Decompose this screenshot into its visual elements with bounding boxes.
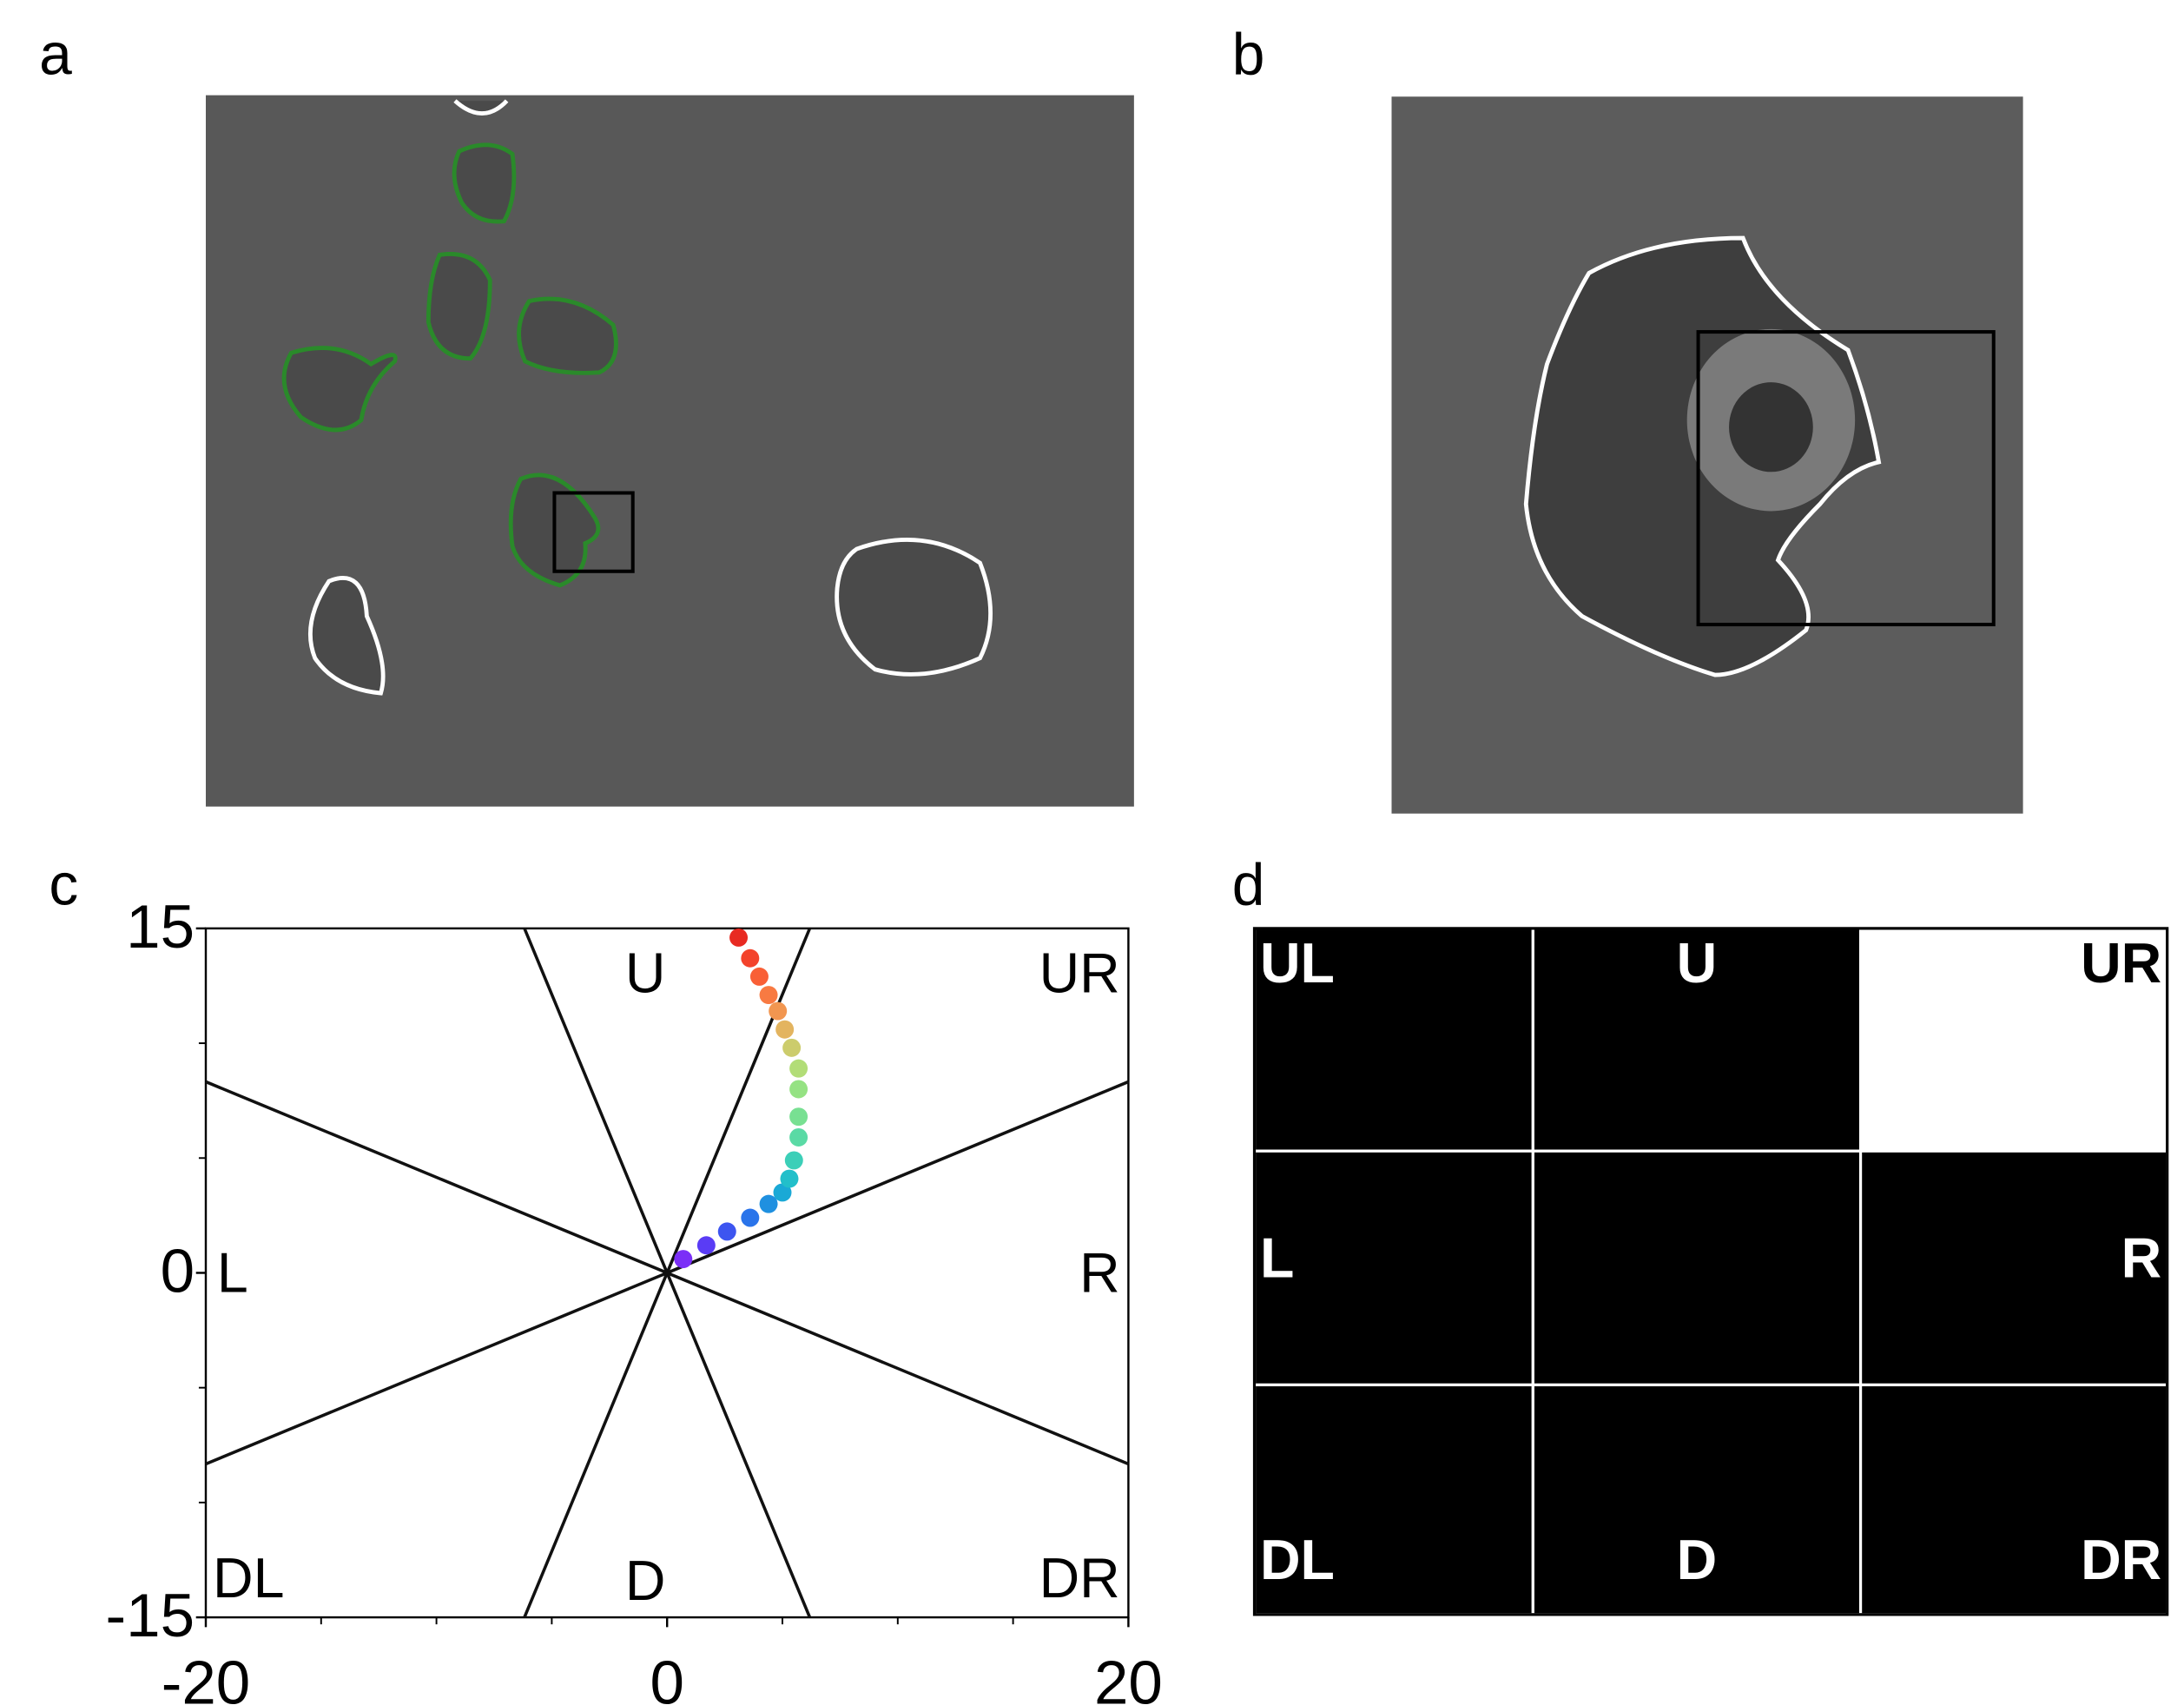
x-tick-label: 20: [1094, 1649, 1163, 1705]
y-tick-label: 15: [126, 893, 195, 962]
figure: -20 0 20 -15 0 15 U UR R DR D DL L UL U UR L R DL D DR a b c d: [0, 0, 2184, 1705]
direction-label: U: [1677, 932, 1718, 995]
point: [789, 1080, 808, 1098]
point: [718, 1222, 736, 1240]
point: [789, 1128, 808, 1147]
point: [750, 968, 769, 986]
x-tick-label: -20: [162, 1649, 251, 1705]
point: [789, 1060, 808, 1078]
direction-label: L: [1260, 1226, 1294, 1289]
grid-cell: [1533, 1151, 1860, 1384]
region-label: D: [625, 1550, 666, 1612]
direction-label: DL: [1260, 1529, 1335, 1591]
direction-label: DR: [2081, 1529, 2161, 1591]
direction-label: D: [1677, 1529, 1718, 1591]
point: [741, 949, 759, 968]
y-tick-label: -15: [106, 1582, 195, 1650]
point: [741, 1209, 759, 1227]
panel-label: b: [1232, 23, 1265, 88]
point: [780, 1170, 798, 1188]
chart-c: -20 0 20 -15 0 15 U UR R DR D DL L: [106, 893, 1163, 1705]
region-label: U: [625, 942, 666, 1004]
panel-label: a: [39, 23, 72, 88]
point: [782, 1039, 801, 1057]
micrograph-a: [206, 96, 1134, 807]
y-tick-label: 0: [161, 1237, 195, 1305]
point: [729, 928, 748, 947]
grid-cell: [1255, 1151, 1534, 1384]
region-label: L: [217, 1241, 248, 1304]
panel-label: c: [49, 853, 78, 918]
point: [697, 1236, 716, 1254]
x-tick-label: 0: [650, 1649, 683, 1705]
panel-label: d: [1232, 853, 1265, 918]
region-label: R: [1079, 1241, 1120, 1304]
direction-grid: UL U UR L R DL D DR: [1255, 928, 2168, 1615]
point: [785, 1151, 803, 1169]
micrograph-b: [1392, 96, 2023, 813]
direction-label: UL: [1260, 932, 1335, 995]
point: [769, 1002, 787, 1021]
point: [760, 986, 778, 1004]
point: [775, 1021, 794, 1039]
point: [674, 1250, 692, 1268]
region-label: DR: [1039, 1547, 1120, 1609]
direction-label: UR: [2081, 932, 2161, 995]
direction-label: R: [2121, 1226, 2162, 1289]
region-label: DL: [213, 1547, 284, 1609]
point: [789, 1107, 808, 1126]
region-label: UR: [1039, 942, 1120, 1004]
